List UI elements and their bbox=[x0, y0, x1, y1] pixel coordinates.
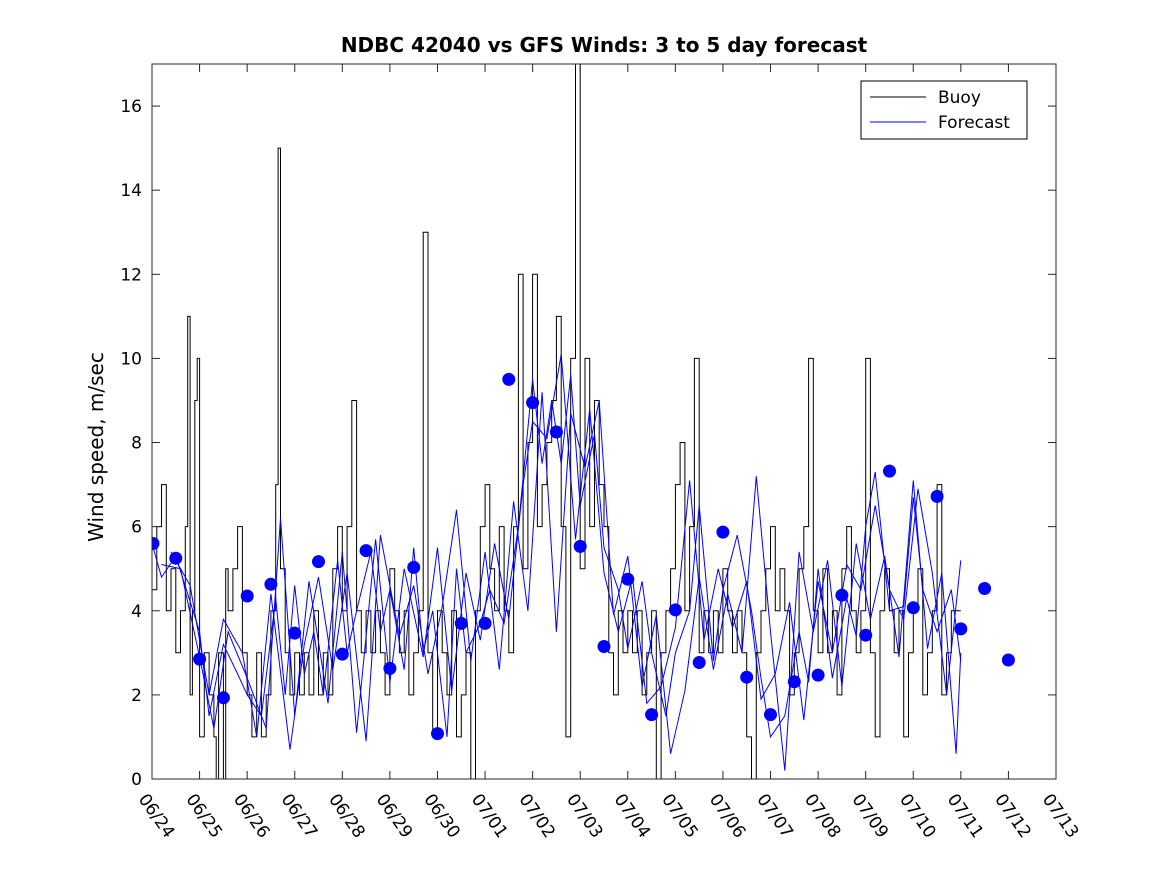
x-tick-label: 07/06 bbox=[705, 790, 749, 842]
forecast-marker bbox=[216, 691, 230, 705]
forecast-marker bbox=[193, 652, 207, 666]
x-tick-label: 06/30 bbox=[419, 790, 463, 842]
x-tick-label: 07/02 bbox=[515, 790, 559, 842]
x-tick-label: 07/05 bbox=[657, 790, 701, 842]
x-tick-label: 06/25 bbox=[181, 790, 225, 842]
forecast-marker bbox=[906, 601, 920, 615]
y-tick-label: 0 bbox=[131, 770, 142, 790]
y-tick-label: 4 bbox=[131, 602, 142, 622]
x-tick-label: 07/13 bbox=[1038, 790, 1082, 842]
forecast-marker bbox=[740, 670, 754, 684]
forecast-marker bbox=[764, 708, 777, 722]
y-tick-label: 8 bbox=[131, 434, 142, 454]
forecast-marker bbox=[597, 640, 611, 653]
x-tick-label: 07/01 bbox=[467, 790, 511, 842]
forecast-marker bbox=[978, 582, 992, 595]
x-tick-label: 07/08 bbox=[800, 790, 844, 842]
buoy-line bbox=[152, 64, 961, 779]
forecast-marker bbox=[692, 656, 706, 669]
forecast-marker bbox=[859, 628, 873, 642]
y-tick-label: 2 bbox=[131, 686, 142, 706]
y-tick-label: 6 bbox=[131, 518, 142, 538]
forecast-marker bbox=[407, 560, 421, 574]
x-tick-label: 07/03 bbox=[562, 790, 606, 842]
forecast-marker bbox=[621, 572, 635, 586]
y-tick-label: 12 bbox=[120, 265, 142, 285]
legend-box bbox=[860, 80, 1028, 140]
forecast-marker bbox=[811, 668, 825, 682]
y-tick-label: 16 bbox=[120, 97, 142, 117]
forecast-marker bbox=[454, 616, 468, 630]
forecast-marker bbox=[716, 525, 730, 539]
legend-forecast-label: Forecast bbox=[938, 113, 1010, 133]
forecast-marker bbox=[930, 489, 944, 503]
x-tick-label: 06/29 bbox=[372, 790, 416, 842]
x-tick-label: 06/26 bbox=[229, 790, 273, 842]
forecast-marker bbox=[549, 425, 563, 439]
x-tick-label: 06/28 bbox=[324, 790, 368, 842]
forecast-marker bbox=[383, 661, 397, 675]
forecast-marker bbox=[1001, 653, 1015, 667]
x-tick-label: 07/04 bbox=[610, 790, 654, 842]
forecast-marker bbox=[526, 396, 540, 410]
x-tick-label: 07/11 bbox=[943, 790, 987, 842]
forecast-marker bbox=[359, 544, 373, 558]
forecast-marker bbox=[954, 622, 968, 636]
plot-area bbox=[152, 64, 1015, 779]
forecast-line-3 bbox=[170, 392, 962, 771]
y-axis-label: Wind speed, m/sec bbox=[84, 352, 108, 542]
chart-title: NDBC 42040 vs GFS Winds: 3 to 5 day fore… bbox=[341, 33, 868, 57]
legend: Buoy Forecast bbox=[860, 80, 1028, 140]
x-tick-label: 07/10 bbox=[895, 790, 939, 842]
forecast-marker bbox=[835, 588, 849, 602]
axes-box bbox=[151, 63, 1057, 780]
forecast-marker bbox=[431, 727, 444, 741]
forecast-marker bbox=[478, 616, 492, 630]
forecast-marker bbox=[883, 464, 896, 478]
forecast-marker bbox=[502, 372, 516, 386]
x-tick-label: 06/27 bbox=[277, 790, 321, 842]
y-tick-label: 14 bbox=[120, 181, 142, 201]
forecast-marker bbox=[169, 551, 183, 565]
forecast-marker bbox=[152, 537, 160, 550]
forecast-line-2 bbox=[161, 354, 962, 733]
x-tick-label: 07/09 bbox=[848, 790, 892, 842]
y-tick-label: 10 bbox=[120, 349, 142, 369]
forecast-marker bbox=[645, 708, 659, 722]
forecast-marker bbox=[573, 539, 587, 553]
forecast-marker bbox=[288, 626, 302, 640]
legend-buoy-label: Buoy bbox=[938, 88, 981, 108]
x-tick-label: 07/07 bbox=[752, 790, 796, 842]
forecast-marker bbox=[240, 589, 254, 603]
forecast-marker bbox=[787, 675, 801, 689]
forecast-marker bbox=[264, 577, 278, 591]
forecast-marker bbox=[312, 555, 325, 569]
x-tick-label: 07/12 bbox=[990, 790, 1034, 842]
x-tick-label: 06/24 bbox=[134, 790, 178, 842]
forecast-marker bbox=[668, 603, 682, 617]
forecast-marker bbox=[335, 647, 349, 661]
